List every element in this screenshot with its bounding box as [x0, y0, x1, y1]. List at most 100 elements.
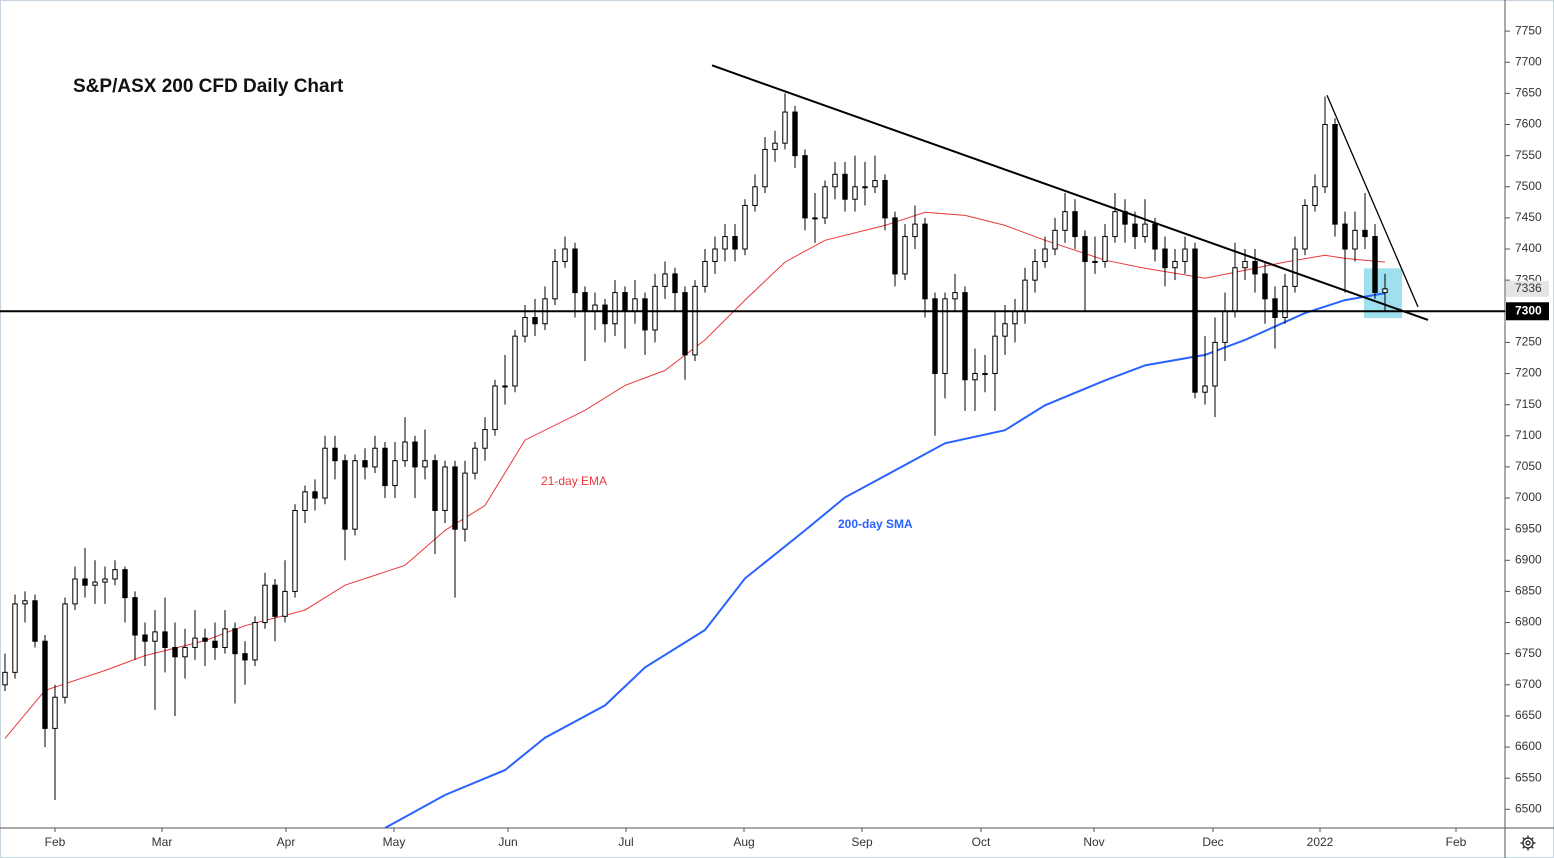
candle-body [1222, 310, 1228, 343]
candle-body [412, 441, 418, 468]
candle-body [92, 581, 98, 586]
y-tick-label: 7700 [1515, 54, 1542, 68]
candle-body [502, 385, 508, 388]
x-tick-label: Sep [851, 835, 873, 849]
y-tick-label: 6950 [1515, 521, 1542, 535]
candle-body [1372, 236, 1378, 294]
candle-body [1382, 288, 1388, 294]
candle-body [982, 373, 988, 376]
settings-icon[interactable] [1520, 835, 1536, 851]
candle-body [1152, 223, 1158, 250]
plot-area [0, 64, 1505, 828]
candle-body [362, 460, 368, 468]
candle-body [912, 223, 918, 238]
candle-body [692, 285, 698, 356]
candle-body [112, 569, 118, 580]
candle-body [482, 429, 488, 449]
x-tick-label: Jul [618, 835, 633, 849]
y-tick-label: 7150 [1515, 397, 1542, 411]
candle-body [1182, 248, 1188, 262]
level-label: 7300 [1515, 303, 1542, 317]
candle-body [552, 260, 558, 300]
x-tick-label: Oct [972, 835, 991, 849]
candle-body [682, 292, 688, 356]
y-tick-label: 7600 [1515, 117, 1542, 131]
candle-body [462, 472, 468, 530]
candle-body [442, 466, 448, 511]
candle-body [612, 292, 618, 325]
y-tick-label: 7200 [1515, 366, 1542, 380]
candle-body [952, 292, 958, 300]
candle-body [1342, 223, 1348, 250]
y-tick-label: 6650 [1515, 708, 1542, 722]
candle-body [262, 584, 268, 624]
trendline [711, 64, 1429, 321]
candle-body [772, 142, 778, 150]
y-tick-label: 6600 [1515, 739, 1542, 753]
candle-body [1082, 236, 1088, 262]
y-tick-label: 6550 [1515, 770, 1542, 784]
candle-body [422, 460, 428, 468]
x-tick-label: Feb [1446, 835, 1467, 849]
candle-body [672, 273, 678, 294]
candle-body [742, 204, 748, 250]
x-tick-label: 2022 [1307, 835, 1334, 849]
candle-body [352, 460, 358, 530]
candle-body [1012, 310, 1018, 325]
candle-body [752, 186, 758, 206]
candle-body [382, 447, 388, 487]
candle-body [512, 335, 518, 387]
candle-body [122, 569, 128, 599]
y-tick-label: 6850 [1515, 584, 1542, 598]
candle-body [1112, 211, 1118, 238]
candle-body [82, 578, 88, 586]
x-tick-label: Aug [733, 835, 754, 849]
candle-body [1042, 248, 1048, 262]
candle-body [712, 248, 718, 262]
candle-body [1022, 279, 1028, 312]
candle-body [302, 491, 308, 511]
series-label: 200-day SMA [838, 517, 913, 531]
candle-body [1162, 248, 1168, 269]
candle-body [862, 186, 868, 189]
candle-body [822, 186, 828, 219]
candle-body [1132, 223, 1138, 238]
candle-body [252, 622, 258, 661]
y-tick-label: 7050 [1515, 459, 1542, 473]
y-tick-label: 6700 [1515, 677, 1542, 691]
moving-average-line [384, 292, 1386, 828]
candle-body [1192, 248, 1198, 393]
candle-body [1002, 323, 1008, 337]
candle-body [1272, 298, 1278, 319]
candle-body [572, 248, 578, 294]
candle-body [902, 236, 908, 275]
y-tick-label: 6500 [1515, 801, 1542, 815]
candle-body [792, 111, 798, 157]
candle-body [282, 590, 288, 617]
candle-body [802, 155, 808, 219]
candle-body [522, 317, 528, 337]
candle-body [1072, 211, 1078, 238]
candle-body [702, 260, 708, 287]
y-tick-label: 7750 [1515, 23, 1542, 37]
candle-body [12, 603, 18, 673]
y-tick-label: 7000 [1515, 490, 1542, 504]
x-tick-label: Jun [498, 835, 517, 849]
candle-body [1322, 124, 1328, 188]
candle-body [1292, 248, 1298, 287]
y-tick-label: 7500 [1515, 179, 1542, 193]
candle-body [72, 578, 78, 605]
candle-body [62, 603, 68, 698]
candle-body [152, 631, 158, 642]
y-tick-label: 7400 [1515, 241, 1542, 255]
last-price-label: 7336 [1515, 281, 1542, 295]
x-tick-label: Apr [277, 835, 296, 849]
candle-body [892, 217, 898, 275]
candle-body [962, 292, 968, 381]
candle-body [562, 248, 568, 262]
candle-body [402, 441, 408, 462]
candle-body [972, 373, 978, 381]
candle-body [1102, 236, 1108, 262]
x-tick-label: Mar [152, 835, 173, 849]
